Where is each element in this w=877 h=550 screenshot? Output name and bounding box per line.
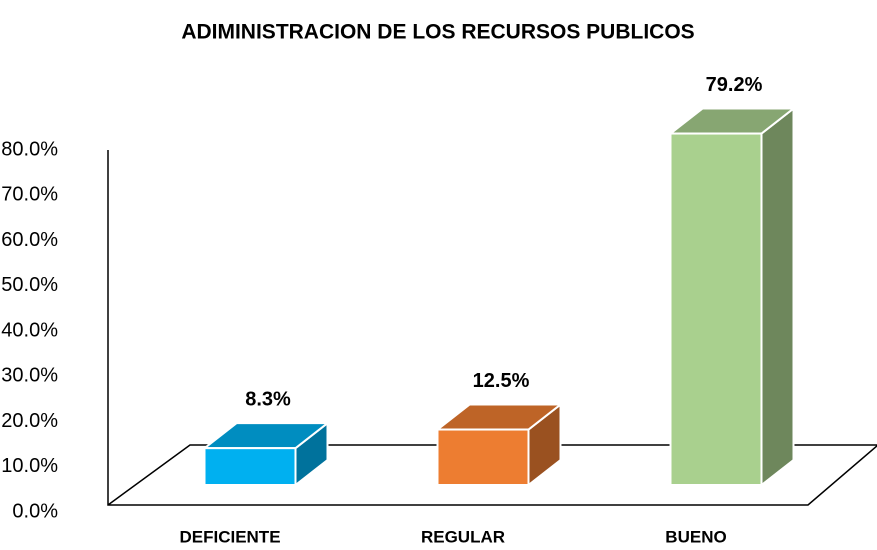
bar-side xyxy=(760,106,795,488)
y-tick-label: 50.0% xyxy=(1,274,58,296)
x-tick-label: DEFICIENTE xyxy=(179,527,280,546)
y-tick-label: 40.0% xyxy=(1,319,58,341)
bar xyxy=(203,447,297,487)
data-label: 12.5% xyxy=(473,370,530,392)
y-tick-label: 80.0% xyxy=(1,138,58,160)
data-label: 8.3% xyxy=(245,388,291,410)
x-tick-label: REGULAR xyxy=(421,527,505,546)
y-tick-label: 0.0% xyxy=(12,500,58,522)
data-label: 79.2% xyxy=(706,74,763,96)
y-tick-label: 30.0% xyxy=(1,365,58,387)
y-tick-label: 70.0% xyxy=(1,184,58,206)
y-tick-label: 20.0% xyxy=(1,410,58,432)
plot-floor xyxy=(107,150,877,506)
bar xyxy=(436,428,530,486)
y-tick-label: 60.0% xyxy=(1,229,58,251)
x-tick-label: BUENO xyxy=(665,527,726,546)
chart-title: ADIMINISTRACION DE LOS RECURSOS PUBLICOS xyxy=(181,21,694,44)
y-tick-label: 10.0% xyxy=(1,455,58,477)
bar xyxy=(669,132,763,487)
